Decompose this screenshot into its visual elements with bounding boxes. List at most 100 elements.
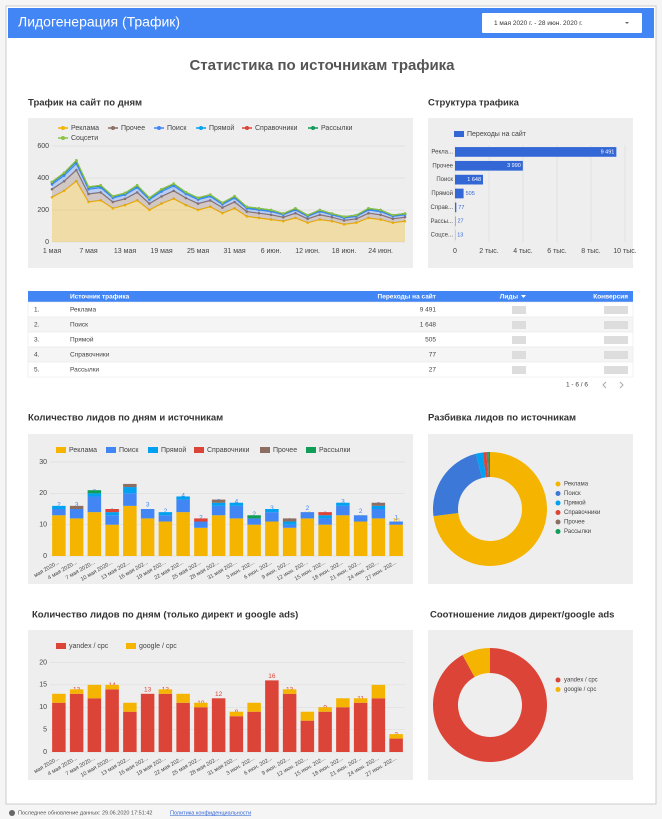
y-tick-label: Соцсе...	[431, 233, 454, 239]
donut-slice	[433, 452, 547, 567]
point	[87, 185, 90, 189]
point	[50, 195, 54, 199]
legend-label: Справочники	[255, 125, 297, 132]
legend-swatch	[555, 519, 561, 525]
bar-segment	[69, 518, 84, 556]
line	[51, 180, 406, 226]
blurred-cell	[604, 306, 628, 314]
legend-label: Поиск	[564, 491, 581, 497]
point	[111, 194, 115, 198]
point	[111, 200, 115, 204]
bar	[455, 147, 617, 157]
column-header[interactable]: Переходы на сайт	[378, 293, 436, 301]
legend-swatch	[454, 131, 464, 137]
bar-segment	[123, 711, 137, 752]
point	[367, 216, 370, 220]
point	[403, 212, 407, 215]
legend-swatch	[555, 529, 561, 534]
bar-segment	[69, 505, 84, 509]
point	[391, 217, 395, 221]
bar-segment	[282, 689, 297, 694]
column-header[interactable]: Конверсия	[593, 294, 628, 301]
legend-swatch	[61, 136, 65, 140]
y-tick-label: Справ...	[431, 205, 454, 211]
point	[403, 219, 407, 223]
point	[123, 203, 127, 207]
table-row	[27, 316, 634, 333]
bar-segment	[229, 502, 244, 506]
bar-segment	[318, 524, 332, 556]
point	[269, 218, 273, 221]
point	[269, 208, 273, 212]
bar-segment	[371, 518, 386, 556]
bar-segment	[158, 512, 173, 516]
table-header	[28, 291, 633, 302]
y-tick-label: Прямой	[431, 190, 453, 197]
point	[245, 210, 249, 213]
legend-label: Реклама	[69, 447, 97, 454]
x-tick-label: 31 мая	[223, 248, 245, 255]
data-label: 2	[359, 508, 363, 515]
bar-segment	[389, 734, 403, 739]
bar-segment	[87, 490, 102, 494]
point	[391, 213, 395, 217]
data-label: 10	[393, 517, 401, 524]
bar-segment	[211, 515, 226, 556]
x-tick-label: 0	[453, 248, 457, 255]
bar-segment	[52, 693, 66, 703]
bar-segment	[194, 702, 208, 708]
y-tick-label: 20	[39, 659, 47, 666]
point	[148, 202, 151, 205]
bar-segment	[318, 515, 332, 519]
y-tick-label: 20	[39, 490, 47, 497]
legend-label: Соцсети	[71, 135, 98, 142]
bar-segment	[318, 707, 332, 712]
bar-segment	[318, 711, 332, 752]
point	[172, 197, 176, 201]
legend-label: google / cpc	[564, 687, 596, 693]
bar-segment	[52, 509, 66, 516]
bar-segment	[265, 680, 279, 752]
sort-arrow[interactable]	[521, 295, 526, 298]
next-page[interactable]	[619, 381, 624, 389]
point	[294, 216, 297, 220]
data-label: 3	[75, 502, 79, 509]
dropdown-arrow[interactable]	[625, 22, 629, 24]
bar-segment	[123, 702, 137, 712]
section-title: Количество лидов по дням и источникам	[28, 413, 223, 424]
point	[148, 196, 151, 200]
column-header[interactable]: Лиды	[500, 294, 519, 301]
legend-label: yandex / cpc	[564, 678, 598, 684]
bar-segment	[52, 702, 66, 752]
point	[99, 191, 102, 194]
point	[184, 196, 188, 200]
x-tick-label: 12 июн.	[295, 248, 320, 255]
bar-segment	[87, 698, 102, 752]
point	[233, 194, 236, 198]
prev-page[interactable]	[602, 381, 607, 389]
bar-segment	[336, 698, 350, 708]
line	[51, 159, 406, 218]
y-tick-label: 30	[39, 459, 47, 466]
legend-label: Рассылки	[564, 529, 591, 535]
bar	[455, 202, 457, 213]
privacy-link[interactable]: Политика конфиденциальности	[170, 810, 251, 816]
bar-segment	[176, 693, 190, 703]
date-range[interactable]: 1 мая 2020 г. - 28 июн. 2020 г.	[494, 20, 583, 27]
header-title: Лидогенерация (Трафик)	[18, 14, 180, 30]
point	[160, 195, 163, 198]
point	[208, 193, 212, 196]
x-tick-label: 6 тыс.	[547, 248, 567, 255]
point	[87, 200, 90, 204]
x-tick-label: 13 мая	[114, 248, 136, 255]
legend-label: Прямой	[161, 446, 186, 454]
legend-swatch	[61, 126, 65, 130]
column-header[interactable]: Источник трафика	[70, 294, 130, 301]
table-row	[27, 301, 634, 318]
point	[208, 199, 212, 202]
data-label: 2	[164, 508, 168, 515]
date-picker[interactable]	[482, 13, 642, 33]
point	[123, 191, 127, 195]
point	[355, 221, 358, 225]
bar-segment	[140, 518, 155, 556]
